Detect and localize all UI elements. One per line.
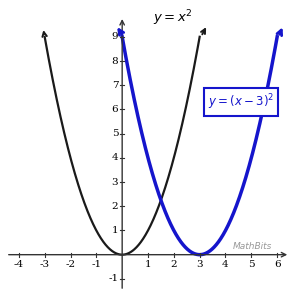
Text: 1: 1 (145, 260, 151, 269)
Text: 9: 9 (112, 32, 118, 41)
Text: 4: 4 (112, 153, 118, 162)
Text: 2: 2 (112, 202, 118, 211)
Text: -1: -1 (91, 260, 102, 269)
Text: 2: 2 (170, 260, 177, 269)
Text: $y = x^2$: $y = x^2$ (153, 9, 193, 28)
Text: 6: 6 (112, 105, 118, 114)
Text: 5: 5 (248, 260, 255, 269)
Text: -3: -3 (40, 260, 50, 269)
Text: 1: 1 (112, 226, 118, 235)
Text: -2: -2 (65, 260, 75, 269)
Text: 6: 6 (274, 260, 281, 269)
Text: -4: -4 (14, 260, 24, 269)
Text: 3: 3 (196, 260, 203, 269)
Text: MathBits: MathBits (233, 242, 272, 251)
Text: 8: 8 (112, 56, 118, 65)
Text: 5: 5 (112, 129, 118, 138)
Text: 4: 4 (222, 260, 229, 269)
Text: -1: -1 (108, 274, 118, 284)
Text: $y = (x-3)^2$: $y = (x-3)^2$ (208, 92, 274, 112)
Text: 7: 7 (112, 81, 118, 90)
Text: 3: 3 (112, 178, 118, 187)
